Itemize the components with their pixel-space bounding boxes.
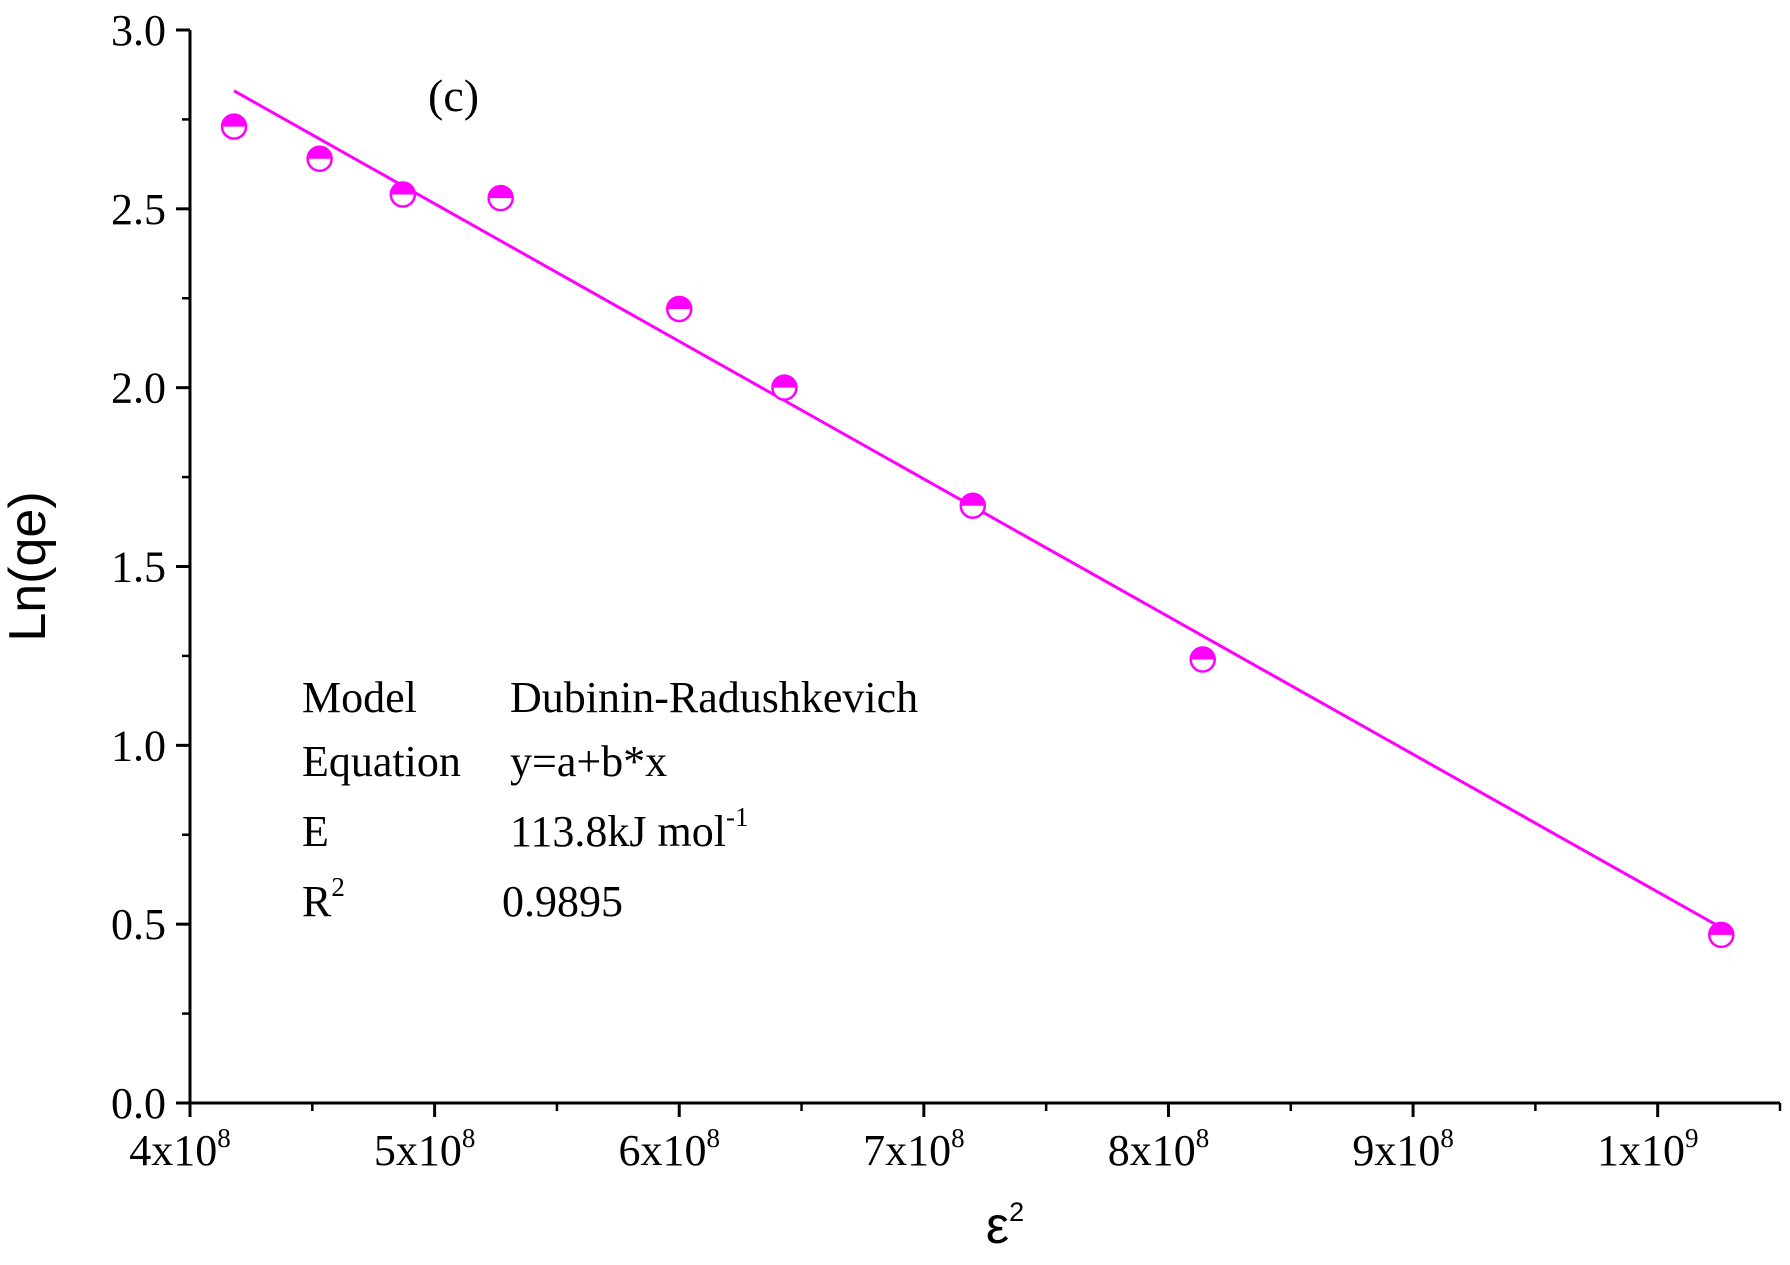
data-point: [487, 184, 514, 212]
x-tick-exponent: 8: [1440, 1123, 1454, 1153]
info-value-text: Dubinin-Radushkevich: [510, 673, 918, 722]
info-key-text: Equation: [302, 737, 461, 786]
x-tick-label: 4x108: [129, 1123, 231, 1175]
info-key-text: E: [302, 807, 329, 856]
x-tick-exponent: 8: [951, 1123, 965, 1153]
data-point: [306, 145, 333, 173]
info-key-text: R: [302, 877, 332, 926]
info-value-text: y=a+b*x: [510, 737, 667, 786]
info-key: Equation: [302, 737, 461, 786]
data-point: [1708, 921, 1735, 949]
axes-group: [176, 28, 1782, 1117]
data-point-fill: [772, 375, 797, 388]
panel-label: (c): [428, 70, 479, 121]
y-tick-label: 0.0: [111, 1079, 166, 1128]
data-point-fill: [307, 146, 332, 159]
data-point-fill: [390, 182, 415, 195]
y-tick-label: 2.5: [111, 185, 166, 234]
info-value: 113.8kJ mol-1: [510, 802, 748, 856]
x-tick-label: 7x108: [863, 1123, 965, 1175]
x-tick-label: 5x108: [374, 1123, 475, 1175]
x-tick-label: 9x108: [1352, 1123, 1454, 1175]
info-value-sup: -1: [726, 802, 749, 832]
data-points-group: [220, 113, 1735, 949]
data-point-fill: [488, 186, 513, 199]
y-axis-title: Ln(qe): [0, 491, 57, 641]
x-tick-exponent: 8: [706, 1123, 720, 1153]
info-value: y=a+b*x: [510, 737, 667, 786]
x-tick-base: 9x10: [1352, 1126, 1440, 1175]
data-point-fill: [1190, 647, 1215, 660]
x-tick-base: 5x10: [374, 1126, 462, 1175]
x-tick-base: 1x10: [1597, 1126, 1685, 1175]
data-point-fill: [960, 493, 985, 506]
x-axis-title-base: ε: [986, 1197, 1009, 1255]
info-value: Dubinin-Radushkevich: [510, 673, 918, 722]
x-tick-base: 8x10: [1108, 1126, 1196, 1175]
info-key-sup: 2: [331, 872, 345, 902]
x-tick-exponent: 8: [217, 1123, 231, 1153]
data-point: [959, 492, 987, 519]
data-point: [389, 181, 417, 208]
x-tick-base: 6x10: [618, 1126, 706, 1175]
data-point: [665, 295, 693, 323]
x-tick-label: 1x109: [1597, 1123, 1699, 1175]
x-axis-title-exponent: 2: [1009, 1197, 1024, 1227]
x-axis-title: ε2: [986, 1197, 1024, 1255]
y-tick-label: 3.0: [111, 6, 166, 55]
info-key: E: [302, 807, 329, 856]
x-tick-label: 6x108: [618, 1123, 720, 1175]
info-key: Model: [302, 673, 417, 722]
x-tick-label: 8x108: [1108, 1123, 1210, 1175]
y-tick-label: 2.0: [111, 364, 166, 413]
data-point-fill: [1709, 922, 1734, 935]
info-value-text: 0.9895: [502, 877, 623, 926]
info-value-text: 113.8kJ mol: [510, 807, 726, 856]
x-tick-exponent: 9: [1685, 1123, 1699, 1153]
info-key: R2: [302, 872, 345, 926]
data-point: [771, 374, 798, 401]
data-point-fill: [667, 296, 692, 309]
y-tick-label: 1.0: [111, 721, 166, 770]
data-point-fill: [222, 114, 247, 127]
info-key-text: Model: [302, 673, 417, 722]
x-tick-base: 4x10: [129, 1126, 217, 1175]
x-tick-base: 7x10: [863, 1126, 951, 1175]
x-tick-exponent: 8: [1196, 1123, 1210, 1153]
info-value: 0.9895: [502, 877, 623, 926]
x-tick-exponent: 8: [462, 1123, 476, 1153]
y-tick-label: 1.5: [111, 543, 166, 592]
data-point: [1189, 646, 1216, 673]
data-point: [220, 113, 248, 140]
y-tick-label: 0.5: [111, 900, 166, 949]
